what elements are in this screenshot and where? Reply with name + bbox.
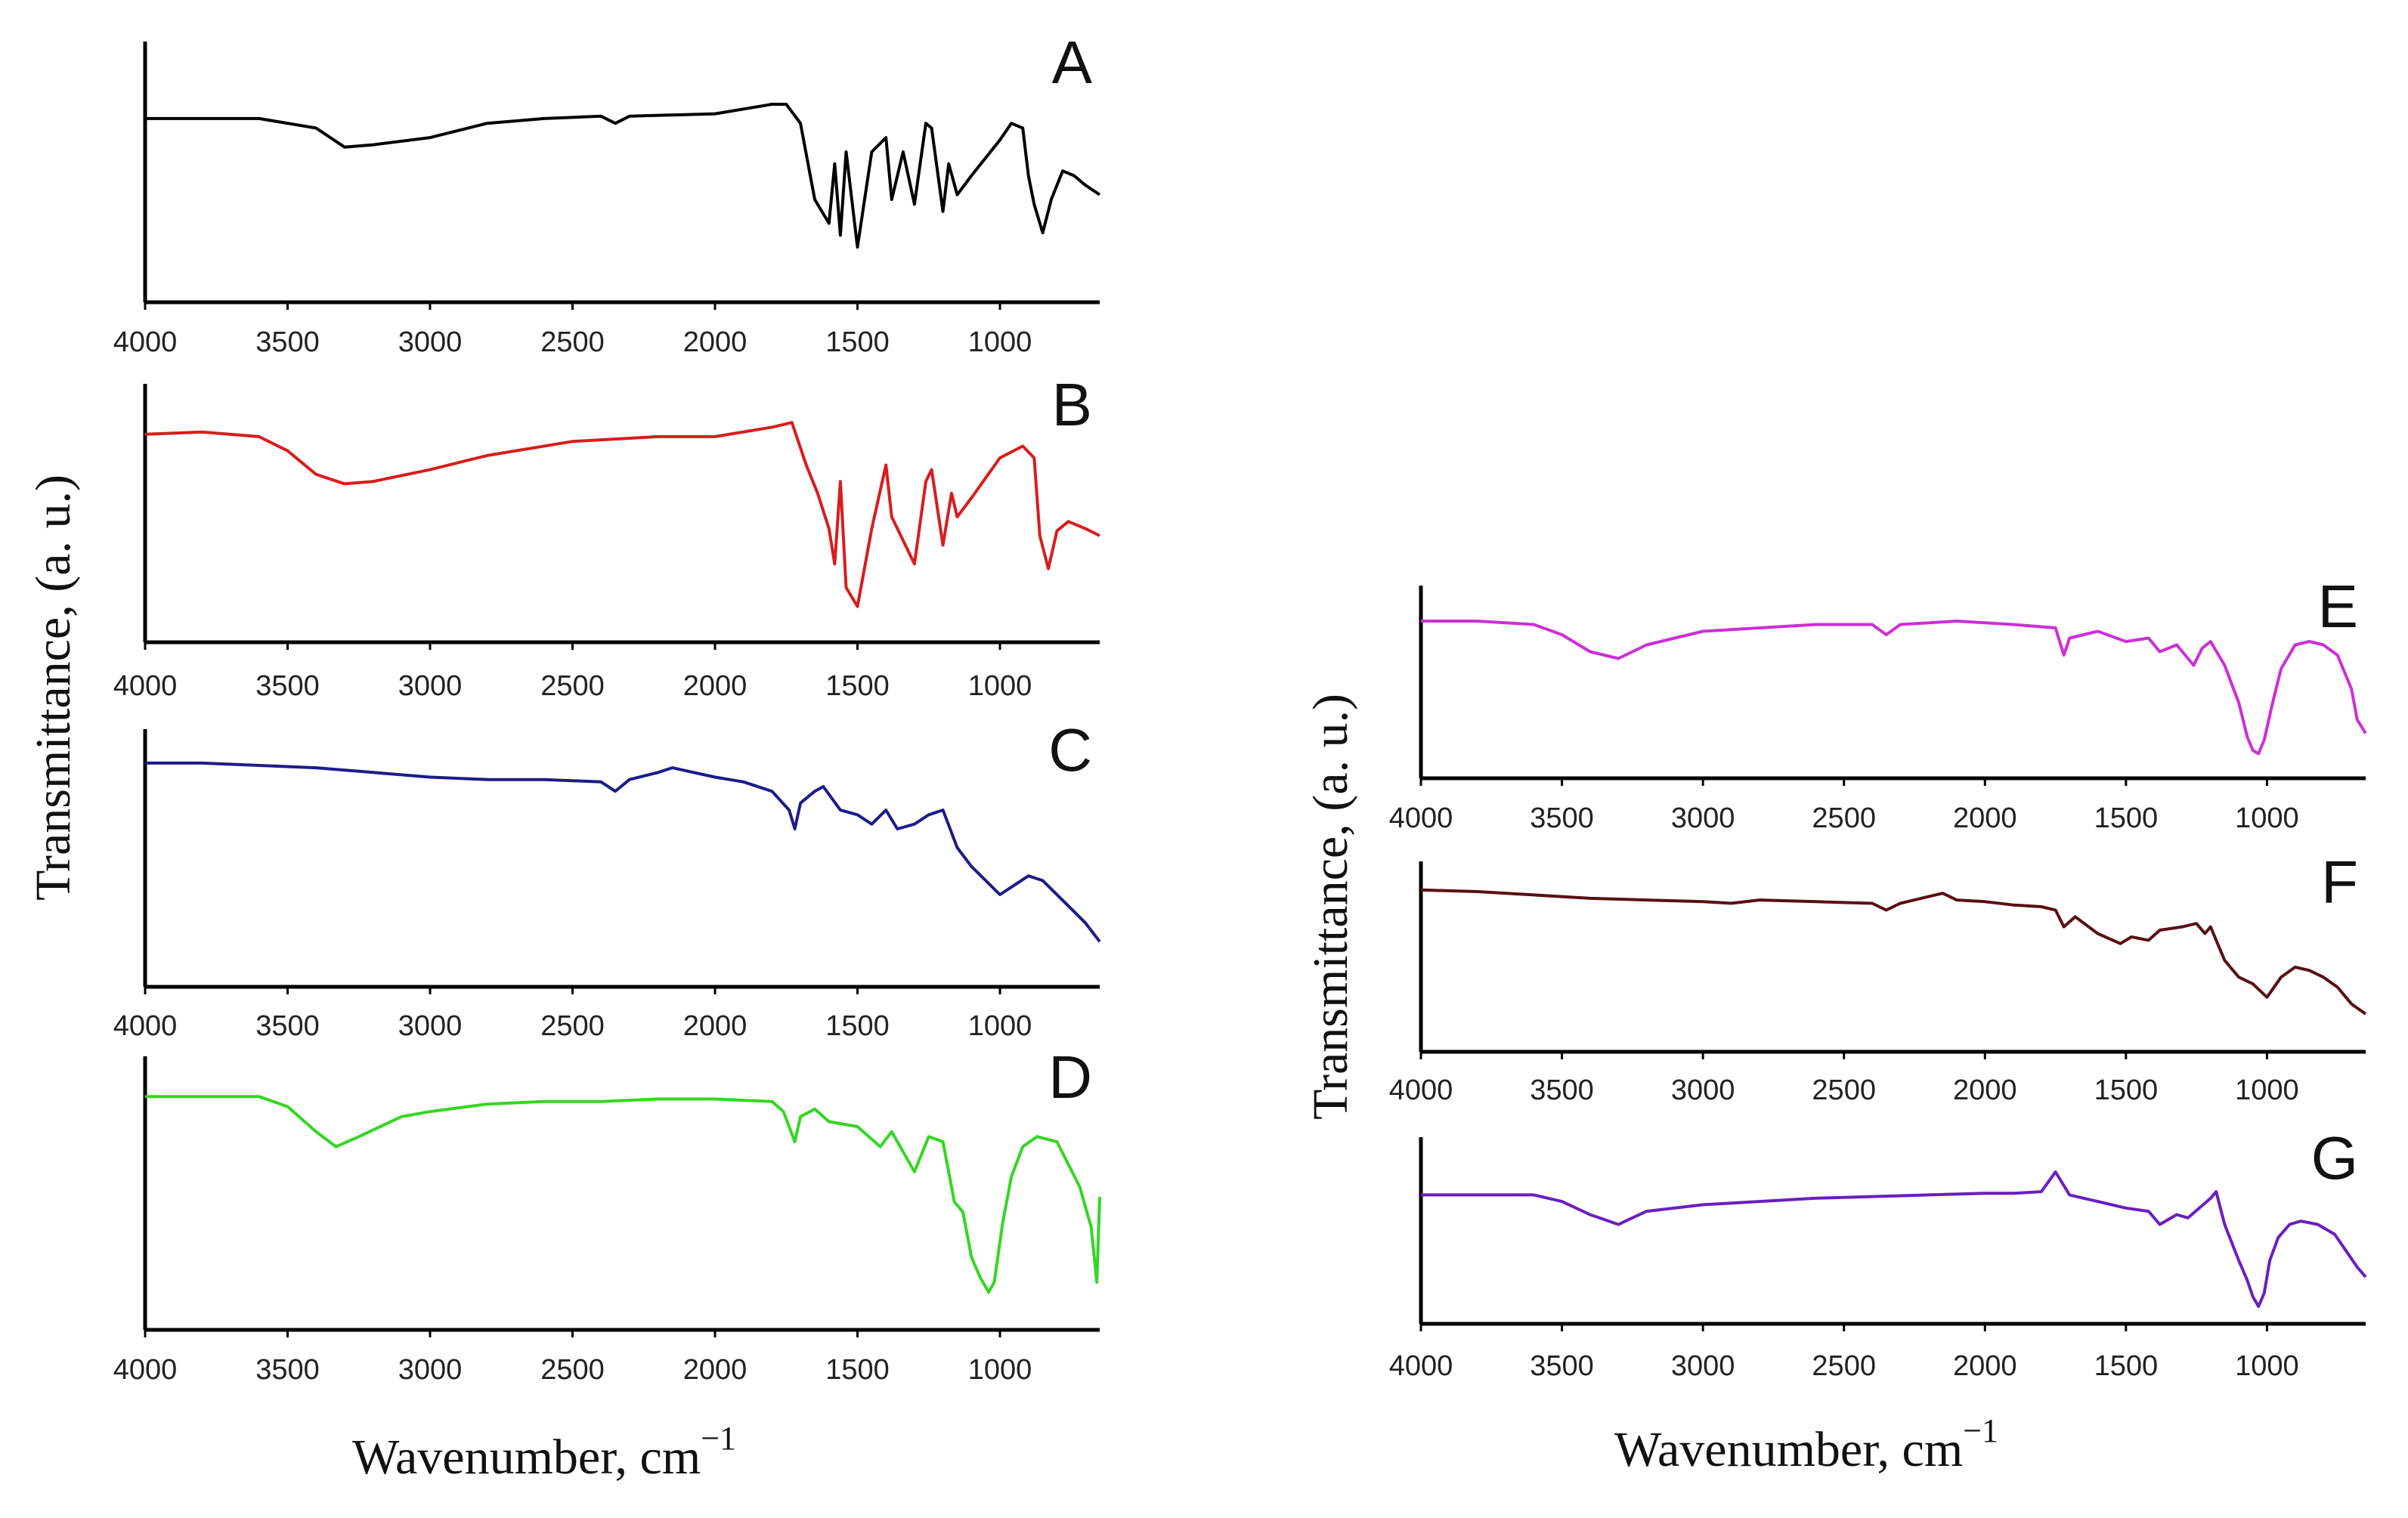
x-tick-label-g-2000: 2000 bbox=[1953, 1350, 2017, 1382]
panel-a: 4000 3500 3000 2500 2000 1500 1000 A bbox=[113, 29, 1101, 358]
x-axis-title-right: Wavenumber, cm−1 bbox=[1614, 1412, 1998, 1477]
x-tick-label-e-2000: 2000 bbox=[1953, 802, 2017, 834]
x-tick-label-d-3000: 3000 bbox=[398, 1354, 463, 1386]
x-tick-label-g-3000: 3000 bbox=[1671, 1350, 1735, 1382]
x-tick-label-g-3500: 3500 bbox=[1530, 1350, 1594, 1382]
y-axis-title-right: Transmittance, (a. u.) bbox=[1303, 694, 1358, 1120]
x-tick-label-c-1500: 1500 bbox=[825, 1010, 890, 1042]
y-axis-title-left: Transmittance, (a. u.) bbox=[26, 475, 81, 901]
x-axis-title-left-superscript: −1 bbox=[701, 1420, 736, 1457]
x-tick-label-b-4000: 4000 bbox=[113, 670, 178, 702]
x-tick-label-g-4000: 4000 bbox=[1389, 1350, 1453, 1382]
x-tick-label-a-1000: 1000 bbox=[968, 326, 1032, 358]
series-line-d bbox=[145, 1095, 1101, 1294]
panel-label-g: G bbox=[2311, 1124, 2358, 1192]
x-tick-label-d-3500: 3500 bbox=[255, 1354, 320, 1386]
x-tick-label-c-4000: 4000 bbox=[113, 1010, 178, 1042]
x-tick-label-e-1500: 1500 bbox=[2094, 802, 2159, 834]
x-tick-label-b-3000: 3000 bbox=[398, 670, 463, 702]
panel-d: 4000 3500 3000 2500 2000 1500 1000 D bbox=[113, 1043, 1101, 1386]
x-tick-label-e-4000: 4000 bbox=[1389, 802, 1453, 834]
x-tick-label-e-1000: 1000 bbox=[2235, 802, 2299, 834]
x-tick-label-b-1500: 1500 bbox=[825, 670, 890, 702]
x-axis-title-left: Wavenumber, cm−1 bbox=[352, 1420, 736, 1485]
x-tick-label-b-1000: 1000 bbox=[968, 670, 1032, 702]
x-axis-title-right-text: Wavenumber, cm bbox=[1614, 1422, 1963, 1477]
x-tick-label-a-3000: 3000 bbox=[398, 326, 463, 358]
panel-label-d: D bbox=[1048, 1043, 1092, 1111]
panel-c: 4000 3500 3000 2500 2000 1500 1000 C bbox=[113, 716, 1101, 1042]
x-tick-label-a-4000: 4000 bbox=[113, 326, 178, 358]
x-tick-label-a-1500: 1500 bbox=[825, 326, 890, 358]
panel-label-f: F bbox=[2321, 849, 2358, 916]
x-tick-label-d-1000: 1000 bbox=[968, 1354, 1032, 1386]
x-tick-label-c-3500: 3500 bbox=[255, 1010, 320, 1042]
series-line-a bbox=[145, 103, 1101, 249]
panel-label-e: E bbox=[2318, 573, 2358, 640]
x-tick-label-d-1500: 1500 bbox=[825, 1354, 890, 1386]
x-tick-label-f-2000: 2000 bbox=[1953, 1074, 2017, 1106]
x-tick-label-d-2500: 2500 bbox=[540, 1354, 605, 1386]
series-line-e bbox=[1421, 620, 2367, 756]
x-tick-label-f-4000: 4000 bbox=[1389, 1074, 1453, 1106]
x-tick-label-c-2000: 2000 bbox=[683, 1010, 747, 1042]
panel-f: 4000 3500 3000 2500 2000 1500 1000 F bbox=[1389, 849, 2367, 1106]
x-tick-label-e-3000: 3000 bbox=[1671, 802, 1735, 834]
x-tick-label-b-2000: 2000 bbox=[683, 670, 747, 702]
x-tick-label-f-1500: 1500 bbox=[2094, 1074, 2159, 1106]
panel-label-a: A bbox=[1052, 29, 1093, 96]
x-tick-label-f-2500: 2500 bbox=[1812, 1074, 1876, 1106]
series-line-f bbox=[1420, 888, 2367, 1016]
x-tick-label-f-1000: 1000 bbox=[2235, 1074, 2299, 1106]
x-tick-label-f-3000: 3000 bbox=[1671, 1074, 1735, 1106]
panel-label-c: C bbox=[1048, 716, 1092, 784]
x-tick-label-d-4000: 4000 bbox=[113, 1354, 178, 1386]
x-tick-label-b-2500: 2500 bbox=[540, 670, 605, 702]
series-line-b bbox=[144, 421, 1100, 608]
x-tick-label-c-3000: 3000 bbox=[398, 1010, 463, 1042]
panel-label-b: B bbox=[1052, 371, 1092, 438]
x-axis-title-left-text: Wavenumber, cm bbox=[352, 1430, 701, 1485]
x-tick-label-c-2500: 2500 bbox=[540, 1010, 605, 1042]
x-tick-label-g-2500: 2500 bbox=[1812, 1350, 1876, 1382]
x-tick-label-d-2000: 2000 bbox=[683, 1354, 747, 1386]
series-line-c bbox=[145, 761, 1101, 943]
x-tick-label-a-2000: 2000 bbox=[683, 326, 747, 358]
x-tick-label-a-2500: 2500 bbox=[540, 326, 605, 358]
x-tick-label-c-1000: 1000 bbox=[968, 1010, 1032, 1042]
series-line-g bbox=[1421, 1170, 2367, 1308]
x-tick-label-g-1000: 1000 bbox=[2235, 1350, 2299, 1382]
x-tick-label-a-3500: 3500 bbox=[255, 326, 320, 358]
x-axis-title-right-superscript: −1 bbox=[1963, 1412, 1998, 1449]
x-tick-label-g-1500: 1500 bbox=[2094, 1350, 2159, 1382]
x-tick-label-e-3500: 3500 bbox=[1530, 802, 1594, 834]
panel-g: 4000 3500 3000 2500 2000 1500 1000 G bbox=[1389, 1124, 2367, 1382]
x-tick-label-b-3500: 3500 bbox=[255, 670, 320, 702]
panel-e: 4000 3500 3000 2500 2000 1500 1000 E bbox=[1389, 573, 2367, 834]
x-tick-label-f-3500: 3500 bbox=[1530, 1074, 1594, 1106]
panel-b: 4000 3500 3000 2500 2000 1500 1000 B bbox=[113, 371, 1100, 702]
x-tick-label-e-2500: 2500 bbox=[1812, 802, 1876, 834]
